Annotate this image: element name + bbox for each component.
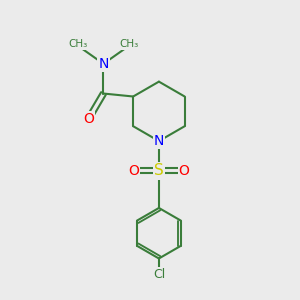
Text: CH₃: CH₃ [69, 40, 88, 50]
Text: O: O [128, 164, 139, 178]
Text: S: S [154, 163, 164, 178]
Text: CH₃: CH₃ [119, 40, 138, 50]
Text: O: O [83, 112, 94, 126]
Text: N: N [98, 57, 109, 71]
Text: O: O [179, 164, 190, 178]
Text: Cl: Cl [153, 268, 165, 281]
Text: N: N [154, 134, 164, 148]
